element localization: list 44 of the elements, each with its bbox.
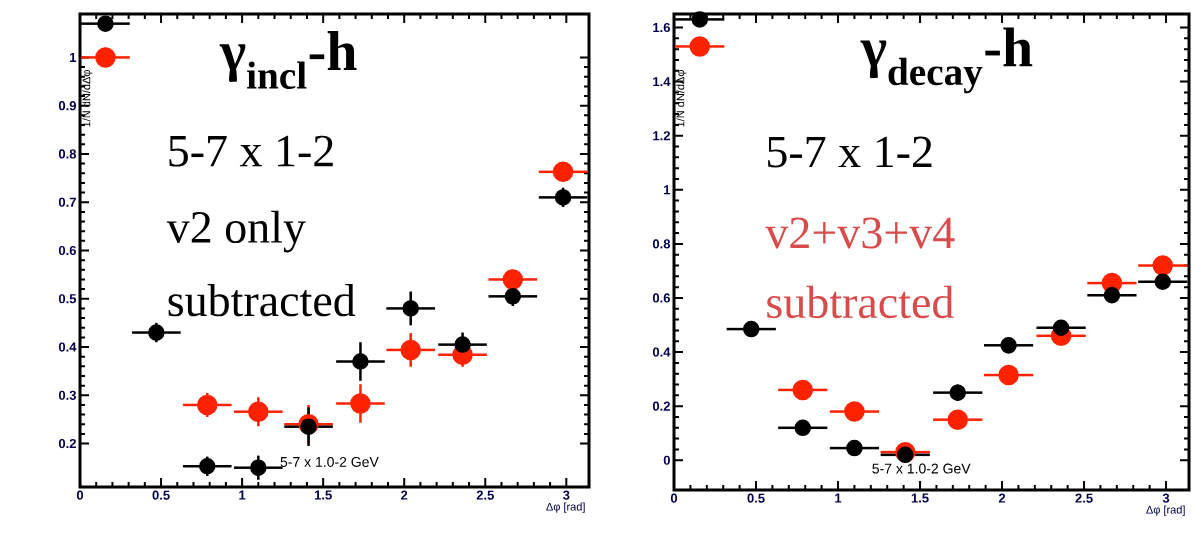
chart-title: γ$_{incl}$-h xyxy=(219,31,357,89)
annotation: 5-7 x 1-2 xyxy=(768,136,932,168)
x-tick-label: 0.5 xyxy=(747,493,765,503)
y-tick-label: 1.2 xyxy=(653,131,670,141)
x-tick-label: 3 xyxy=(1162,493,1170,503)
y-tick-label: 1.6 xyxy=(653,22,670,33)
chart-title: γ$_{decay}$-h xyxy=(860,27,1033,94)
x-tick-label: 1 xyxy=(239,490,246,500)
x-tick-label: 2 xyxy=(401,490,408,500)
y-tick-label: 1 xyxy=(664,185,671,195)
x-axis-title: Δφ [rad] xyxy=(1146,505,1185,516)
y-tick-label: 0.6 xyxy=(58,245,76,256)
x-tick-label: 2.5 xyxy=(1075,493,1093,503)
annotation: 5-7 x 1.0-2 GeV xyxy=(872,463,971,474)
x-tick-label: 1 xyxy=(835,493,842,503)
y-tick-label: 1 xyxy=(70,52,77,62)
x-tick-label: 2 xyxy=(998,493,1006,503)
x-tick-label: 1.5 xyxy=(911,493,929,503)
y-tick-label: 0.7 xyxy=(58,197,76,207)
annotation: v2 only xyxy=(166,210,306,253)
annotation: 5-7 x 1.0-2 GeV xyxy=(280,456,379,467)
annotation: subtracted xyxy=(168,283,356,317)
y-tick-label: 0.6 xyxy=(652,293,670,303)
x-tick-label: 2.5 xyxy=(476,490,494,500)
annotation: 5-7 x 1-2 xyxy=(169,135,333,167)
x-tick-label: 0 xyxy=(670,493,678,503)
y-tick-label: 0 xyxy=(663,455,670,465)
y-tick-label: 0.5 xyxy=(58,294,77,304)
x-tick-label: 0.5 xyxy=(152,490,170,500)
x-tick-label: 0 xyxy=(76,490,84,500)
y-tick-label: 0.9 xyxy=(58,101,76,111)
x-tick-label: 1.5 xyxy=(314,490,332,500)
y-tick-label: 0.8 xyxy=(58,149,77,159)
annotation: subtracted xyxy=(767,285,954,319)
annotation: v2+v3+v4 xyxy=(765,217,955,249)
y-tick-label: 0.2 xyxy=(58,438,76,449)
y-tick-label: 0.8 xyxy=(652,239,671,249)
y-tick-label: 1.4 xyxy=(653,77,671,87)
y-tick-label: 0.4 xyxy=(652,347,671,357)
y-tick-label: 0.4 xyxy=(58,342,77,352)
x-axis-title: Δφ [rad] xyxy=(546,502,585,513)
y-tick-label: 0.2 xyxy=(652,401,670,411)
y-tick-label: 0.3 xyxy=(58,390,76,400)
x-tick-label: 3 xyxy=(562,490,570,500)
